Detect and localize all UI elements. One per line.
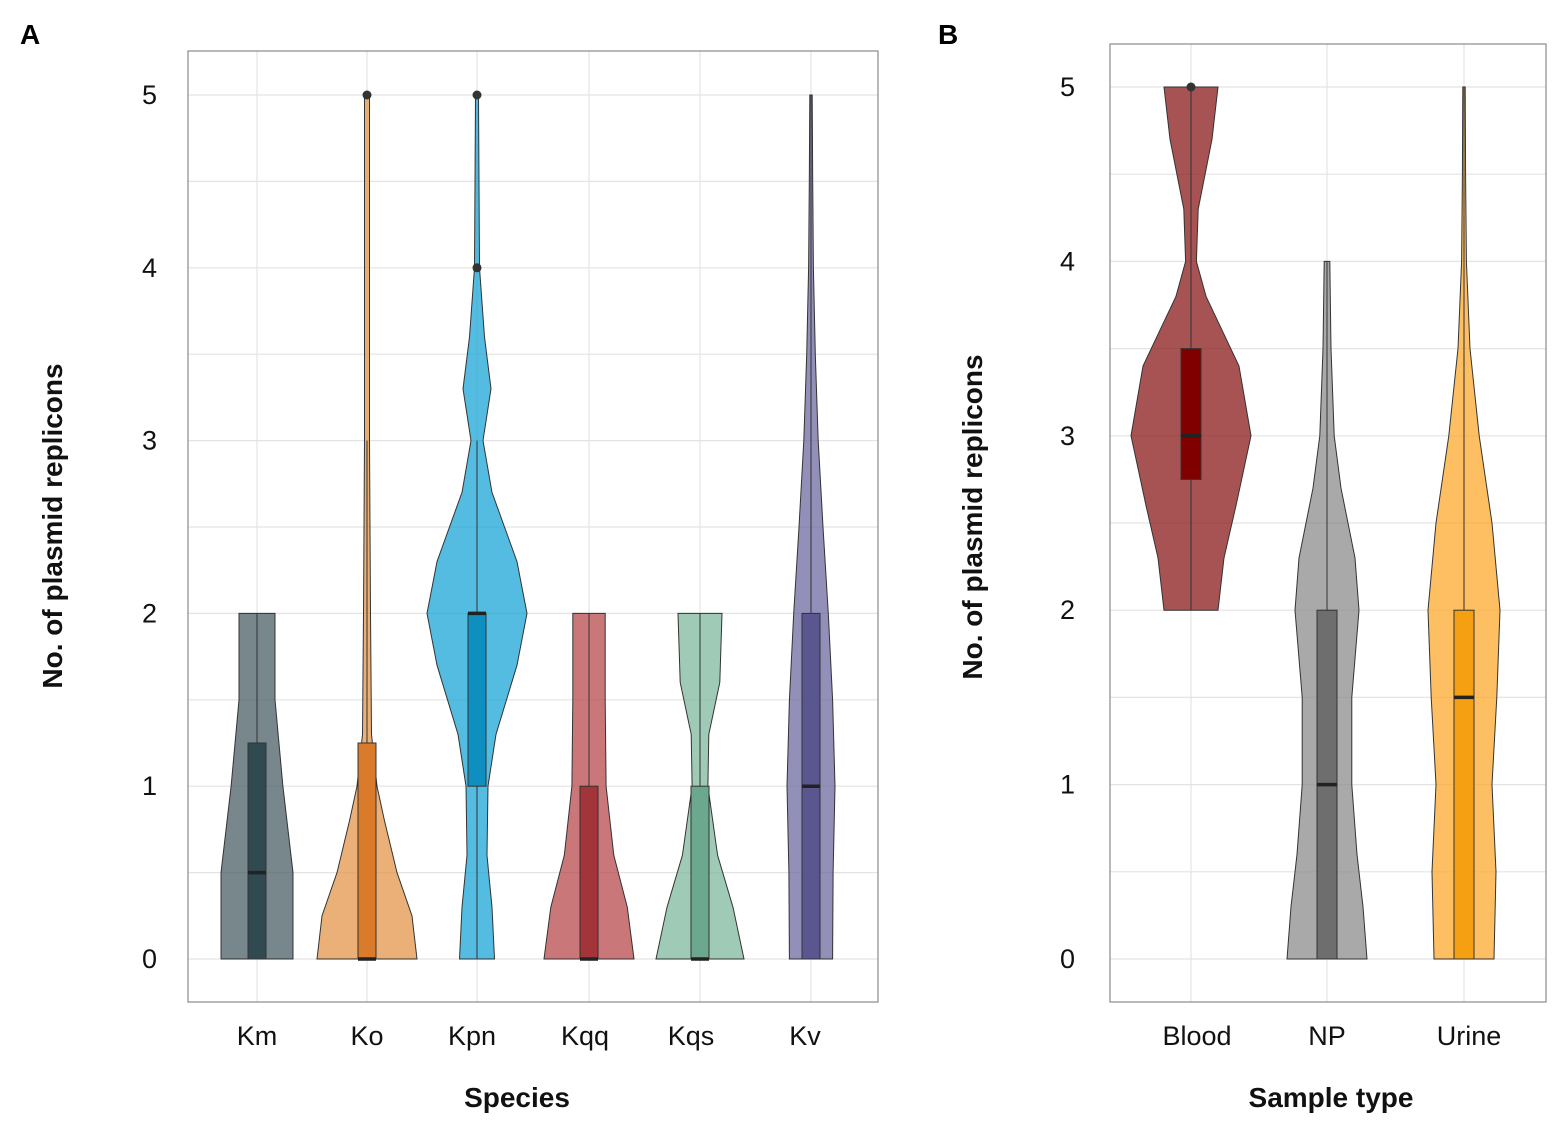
panel-b-violin-group-np: NP [1286, 260, 1368, 1051]
panel-a-outlier-kpn [472, 263, 482, 273]
panel-b-box-urine [1453, 609, 1475, 960]
panel-b-y-tick-label: 2 [1060, 595, 1075, 625]
panel-a-box-kpn [467, 612, 487, 787]
panel-a-box-km [247, 742, 267, 960]
panel-a-box-kqs [690, 785, 710, 960]
panel-a-x-tick-label-kpn: Kpn [448, 1021, 496, 1051]
panel-a-y-tick-label: 0 [142, 944, 157, 974]
panel-a-plot-frame [187, 50, 879, 1003]
panel-b-plot: 0 1 2 3 4 5 Blood NP Urine [1060, 43, 1547, 1051]
panel-a-x-tick-label-kqq: Kqq [561, 1021, 609, 1051]
panel-a-x-tick-label-km: Km [237, 1021, 278, 1051]
panel-a-y-axis-title: No. of plasmid replicons [37, 363, 68, 688]
panel-b-plot-frame [1109, 43, 1547, 1003]
panel-b: B 0 1 2 3 4 5 Blood NP Urine Sample type No. of … [938, 19, 1547, 1113]
panel-a-box-ko [357, 742, 377, 960]
panel-a-y-tick-label: 2 [142, 598, 157, 628]
panel-b-y-axis-title: No. of plasmid replicons [957, 354, 988, 679]
panel-b-x-tick-label-urine: Urine [1437, 1021, 1502, 1051]
panel-a-x-tick-label-kv: Kv [789, 1021, 821, 1051]
panel-b-x-tick-label-np: NP [1308, 1021, 1346, 1051]
panel-a-y-tick-label: 1 [142, 771, 157, 801]
panel-b-y-tick-label: 3 [1060, 421, 1075, 451]
panel-b-y-tick-label: 5 [1060, 72, 1075, 102]
panel-a-box-kqq [579, 785, 599, 960]
panel-a-violin-group-km: Km [220, 612, 294, 1051]
panel-b-x-axis-title: Sample type [1249, 1082, 1414, 1113]
panel-a-x-tick-label-ko: Ko [350, 1021, 383, 1051]
panel-a-y-tick-label: 4 [142, 253, 157, 283]
panel-a-y-tick-label: 5 [142, 80, 157, 110]
panel-b-y-tick-label: 1 [1060, 770, 1075, 800]
panel-b-violin-group-blood: Blood [1130, 82, 1252, 1051]
panel-b-x-tick-label-blood: Blood [1162, 1021, 1231, 1051]
panel-b-y-tick-label: 4 [1060, 246, 1075, 276]
panel-a-violin-group-kpn: Kpn [426, 90, 528, 1051]
panel-a-plot: 0 1 2 3 4 5 Km Ko Kpn Kqq Kqs Kv [142, 50, 879, 1051]
panel-a-label: A [20, 19, 40, 50]
panel-a-violin-group-kqs: Kqs [655, 612, 745, 1051]
panel-a-outlier-kpn [472, 90, 482, 100]
panel-a-outlier-ko [362, 90, 372, 100]
panel-a-x-tick-label-kqs: Kqs [668, 1021, 715, 1051]
panel-a-x-axis-title: Species [464, 1082, 570, 1113]
panel-a-y-tick-label: 3 [142, 426, 157, 456]
panel-a: A 0 1 2 3 4 5 Km Ko Kpn Kqq Kqs Kv Species No. of p… [20, 19, 879, 1113]
panel-b-outlier-blood [1186, 82, 1196, 92]
panel-a-violin-group-ko: Ko [316, 90, 418, 1051]
panel-a-violin-group-kqq: Kqq [543, 612, 635, 1051]
panel-a-violin-group-kv: Kv [786, 94, 836, 1051]
panel-b-label: B [938, 19, 958, 50]
panel-b-y-tick-label: 0 [1060, 944, 1075, 974]
panel-b-violin-group-urine: Urine [1427, 86, 1502, 1051]
panel-b-box-blood [1180, 348, 1202, 480]
